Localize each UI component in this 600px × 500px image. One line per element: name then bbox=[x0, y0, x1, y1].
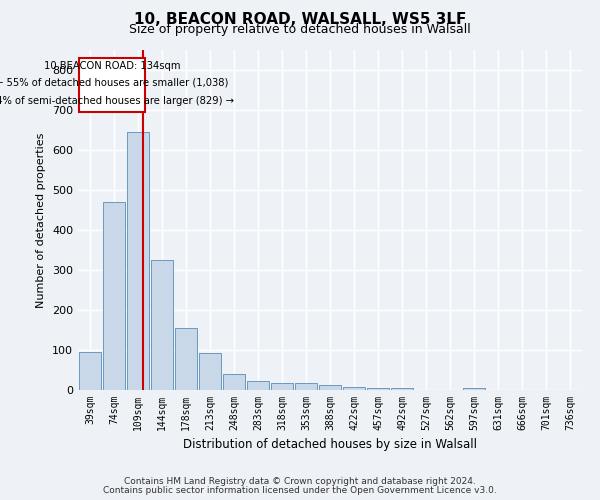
Bar bbox=[367, 388, 389, 390]
Bar bbox=[79, 352, 101, 390]
Bar bbox=[271, 383, 293, 390]
Text: 10, BEACON ROAD, WALSALL, WS5 3LF: 10, BEACON ROAD, WALSALL, WS5 3LF bbox=[134, 12, 466, 28]
Text: 10 BEACON ROAD: 134sqm: 10 BEACON ROAD: 134sqm bbox=[44, 60, 181, 70]
Bar bbox=[247, 381, 269, 390]
Bar bbox=[343, 387, 365, 390]
FancyBboxPatch shape bbox=[79, 58, 145, 112]
Bar bbox=[175, 328, 197, 390]
Text: Size of property relative to detached houses in Walsall: Size of property relative to detached ho… bbox=[129, 24, 471, 36]
Bar bbox=[391, 388, 413, 390]
Text: ← 55% of detached houses are smaller (1,038): ← 55% of detached houses are smaller (1,… bbox=[0, 78, 229, 88]
Text: 44% of semi-detached houses are larger (829) →: 44% of semi-detached houses are larger (… bbox=[0, 96, 234, 106]
Text: Contains public sector information licensed under the Open Government Licence v3: Contains public sector information licen… bbox=[103, 486, 497, 495]
Y-axis label: Number of detached properties: Number of detached properties bbox=[37, 132, 46, 308]
Bar bbox=[103, 202, 125, 390]
Bar bbox=[151, 260, 173, 390]
Bar bbox=[223, 374, 245, 390]
Bar bbox=[319, 385, 341, 390]
X-axis label: Distribution of detached houses by size in Walsall: Distribution of detached houses by size … bbox=[183, 438, 477, 452]
Text: Contains HM Land Registry data © Crown copyright and database right 2024.: Contains HM Land Registry data © Crown c… bbox=[124, 477, 476, 486]
Bar bbox=[127, 132, 149, 390]
Bar bbox=[463, 388, 485, 390]
Bar bbox=[295, 383, 317, 390]
Bar bbox=[199, 353, 221, 390]
